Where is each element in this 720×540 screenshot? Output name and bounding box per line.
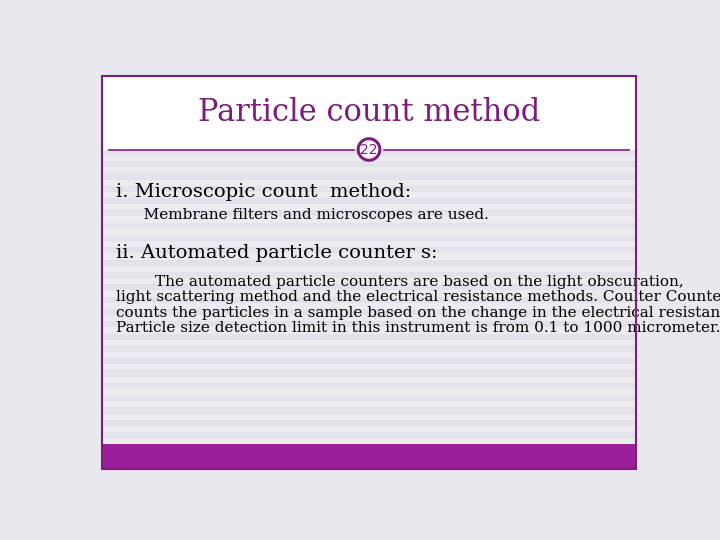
Bar [102, 272, 636, 278]
Text: i. Microscopic count  method:: i. Microscopic count method: [116, 183, 411, 201]
Bar [102, 210, 636, 217]
Bar [102, 334, 636, 340]
Bar [102, 186, 636, 192]
Bar [102, 395, 636, 401]
Bar [102, 327, 636, 334]
Bar [102, 235, 636, 241]
Bar [102, 291, 636, 296]
Bar [102, 222, 636, 229]
Bar [102, 432, 636, 438]
Bar [102, 167, 636, 173]
Bar [102, 450, 636, 457]
Bar [102, 426, 636, 432]
Bar [102, 414, 636, 420]
Bar [102, 173, 636, 179]
Bar [102, 444, 636, 469]
Bar [102, 266, 636, 272]
Bar [102, 444, 636, 450]
Bar [102, 217, 636, 222]
Text: Particle count method: Particle count method [198, 97, 540, 129]
Bar [102, 457, 636, 463]
Bar [102, 247, 636, 253]
Bar [102, 401, 636, 408]
Bar [102, 303, 636, 309]
Text: 22: 22 [360, 143, 378, 157]
Bar [102, 179, 636, 186]
Bar [102, 155, 636, 161]
Bar [102, 346, 636, 352]
Bar [102, 352, 636, 358]
Bar [102, 463, 636, 469]
Bar [102, 198, 636, 204]
Bar [102, 192, 636, 198]
Bar [102, 364, 636, 370]
Bar [102, 76, 636, 150]
Text: Membrane filters and microscopes are used.: Membrane filters and microscopes are use… [129, 208, 489, 222]
Bar [102, 161, 636, 167]
Bar [102, 389, 636, 395]
Bar [102, 309, 636, 315]
Bar [102, 284, 636, 291]
Bar [102, 340, 636, 346]
Text: light scattering method and the electrical resistance methods. Coulter Counter: light scattering method and the electric… [116, 291, 720, 305]
Bar [102, 420, 636, 426]
Bar [102, 438, 636, 444]
Bar [102, 260, 636, 266]
Bar [102, 321, 636, 327]
Bar [102, 204, 636, 211]
Bar [102, 241, 636, 247]
Bar [102, 408, 636, 414]
Bar [102, 229, 636, 235]
Bar [102, 370, 636, 377]
Text: counts the particles in a sample based on the change in the electrical resistanc: counts the particles in a sample based o… [116, 306, 720, 320]
Text: ii. Automated particle counter s:: ii. Automated particle counter s: [116, 245, 437, 262]
Bar [102, 315, 636, 321]
Bar [102, 296, 636, 303]
Bar [102, 377, 636, 383]
Bar [102, 253, 636, 260]
Bar [102, 150, 636, 155]
Text: Particle size detection limit in this instrument is from 0.1 to 1000 micrometer.: Particle size detection limit in this in… [116, 321, 720, 335]
Text: The automated particle counters are based on the light obscuration,: The automated particle counters are base… [116, 275, 683, 289]
Bar [102, 383, 636, 389]
Circle shape [358, 139, 380, 160]
Bar [102, 358, 636, 365]
Bar [102, 278, 636, 284]
